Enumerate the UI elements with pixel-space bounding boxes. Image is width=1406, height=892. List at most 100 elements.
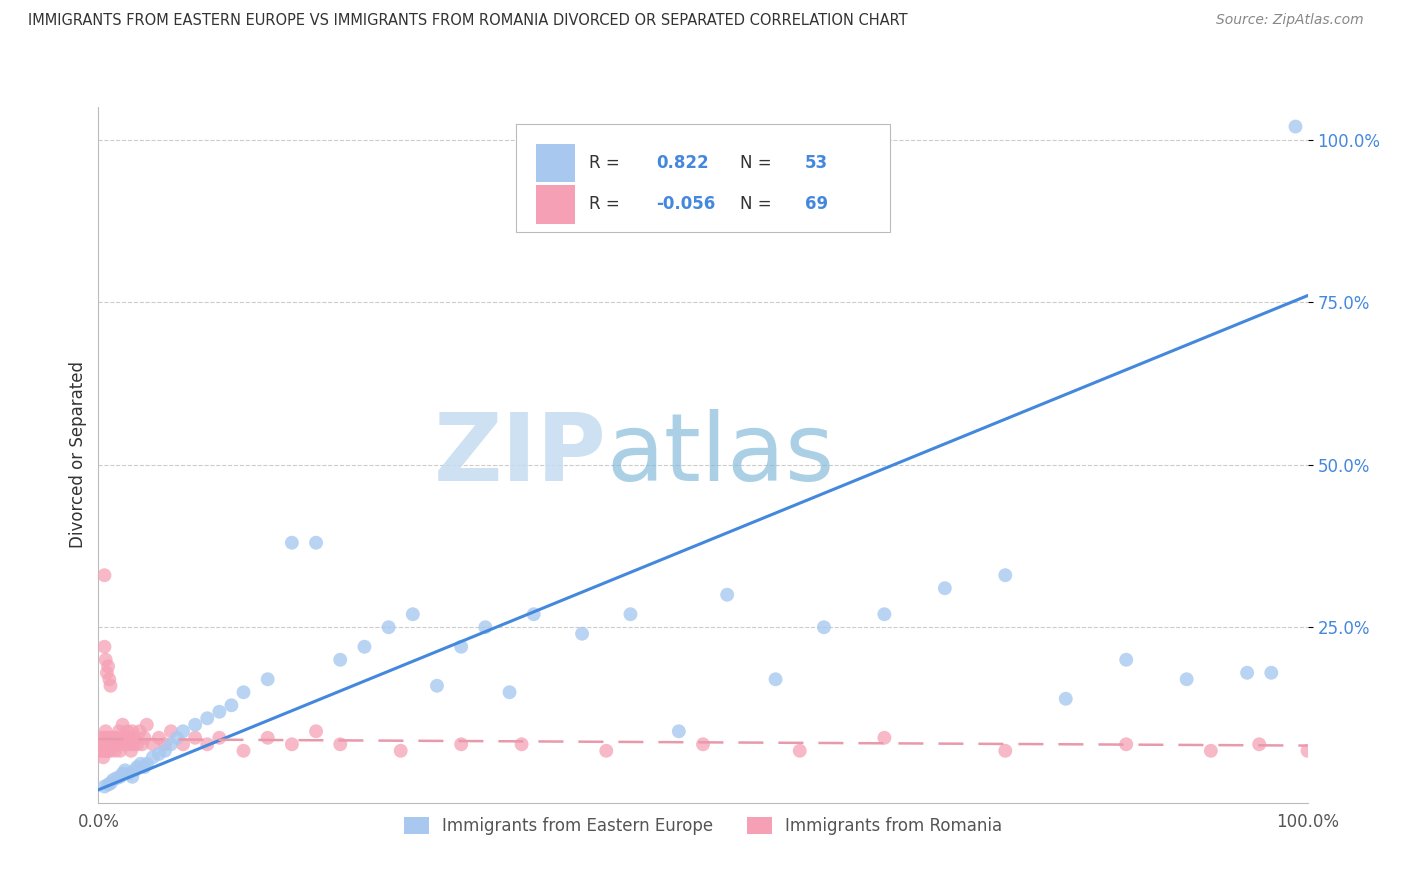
Point [619, 607, 641, 622]
Point [115, 737, 138, 751]
Point [101, 731, 124, 745]
Point [148, 731, 170, 745]
Point [104, 744, 127, 758]
Text: atlas: atlas [606, 409, 835, 501]
Point [121, 770, 143, 784]
Point [117, 724, 139, 739]
Point [994, 568, 1017, 582]
Point [97, 659, 120, 673]
Point [108, 770, 131, 784]
Point [195, 737, 218, 751]
Point [100, 731, 122, 745]
Point [221, 698, 243, 713]
Point [934, 581, 956, 595]
Text: 69: 69 [804, 195, 828, 213]
Point [91, 744, 114, 758]
Point [353, 640, 375, 654]
Point [93, 780, 115, 794]
Point [1175, 672, 1198, 686]
Point [118, 731, 141, 745]
Text: N =: N = [741, 195, 778, 213]
Point [305, 724, 328, 739]
Point [100, 679, 122, 693]
Point [305, 535, 328, 549]
Point [184, 731, 207, 745]
Point [232, 685, 254, 699]
Point [94, 737, 117, 751]
Point [131, 737, 153, 751]
Point [1249, 737, 1271, 751]
Point [135, 718, 157, 732]
Point [118, 766, 141, 780]
Text: Source: ZipAtlas.com: Source: ZipAtlas.com [1216, 13, 1364, 28]
Point [789, 744, 811, 758]
Point [595, 744, 617, 758]
Point [716, 588, 738, 602]
FancyBboxPatch shape [516, 124, 890, 232]
Point [1115, 737, 1137, 751]
Point [1260, 665, 1282, 680]
Point [89, 744, 111, 758]
Point [668, 724, 690, 739]
Point [103, 737, 125, 751]
Text: IMMIGRANTS FROM EASTERN EUROPE VS IMMIGRANTS FROM ROMANIA DIVORCED OR SEPARATED : IMMIGRANTS FROM EASTERN EUROPE VS IMMIGR… [28, 13, 908, 29]
Point [129, 756, 152, 771]
Text: 0.822: 0.822 [655, 153, 709, 171]
Point [1199, 744, 1222, 758]
Point [281, 535, 304, 549]
Point [101, 772, 124, 787]
Point [994, 744, 1017, 758]
Point [90, 731, 112, 745]
Point [114, 731, 136, 745]
Point [153, 744, 176, 758]
Bar [536, 186, 575, 224]
Point [93, 568, 115, 582]
Point [402, 607, 425, 622]
Point [93, 640, 115, 654]
Point [208, 731, 231, 745]
Point [94, 724, 117, 739]
Point [450, 737, 472, 751]
Point [107, 737, 129, 751]
Point [873, 607, 896, 622]
Point [98, 731, 121, 745]
Point [105, 731, 128, 745]
Point [377, 620, 399, 634]
Point [1296, 744, 1319, 758]
Point [121, 724, 143, 739]
Legend: Immigrants from Eastern Europe, Immigrants from Romania: Immigrants from Eastern Europe, Immigran… [395, 808, 1011, 843]
Point [256, 731, 278, 745]
Point [329, 737, 352, 751]
Text: 53: 53 [804, 153, 828, 171]
Point [765, 672, 787, 686]
Point [96, 665, 118, 680]
Point [450, 640, 472, 654]
Point [124, 731, 146, 745]
Point [128, 724, 150, 739]
Point [1284, 120, 1306, 134]
Point [100, 744, 122, 758]
Point [108, 744, 131, 758]
Point [172, 724, 194, 739]
Point [142, 750, 165, 764]
Point [96, 744, 118, 758]
Point [208, 705, 231, 719]
Point [329, 653, 352, 667]
Point [498, 685, 520, 699]
Point [91, 750, 114, 764]
Point [91, 737, 114, 751]
Point [166, 731, 188, 745]
Point [135, 756, 157, 771]
Point [98, 672, 121, 686]
Point [873, 731, 896, 745]
Text: -0.056: -0.056 [655, 195, 716, 213]
Point [94, 653, 117, 667]
Point [120, 744, 142, 758]
Point [1115, 653, 1137, 667]
Point [97, 778, 120, 792]
Point [523, 607, 546, 622]
Point [571, 626, 593, 640]
Point [122, 737, 145, 751]
Point [127, 760, 149, 774]
Point [160, 724, 183, 739]
